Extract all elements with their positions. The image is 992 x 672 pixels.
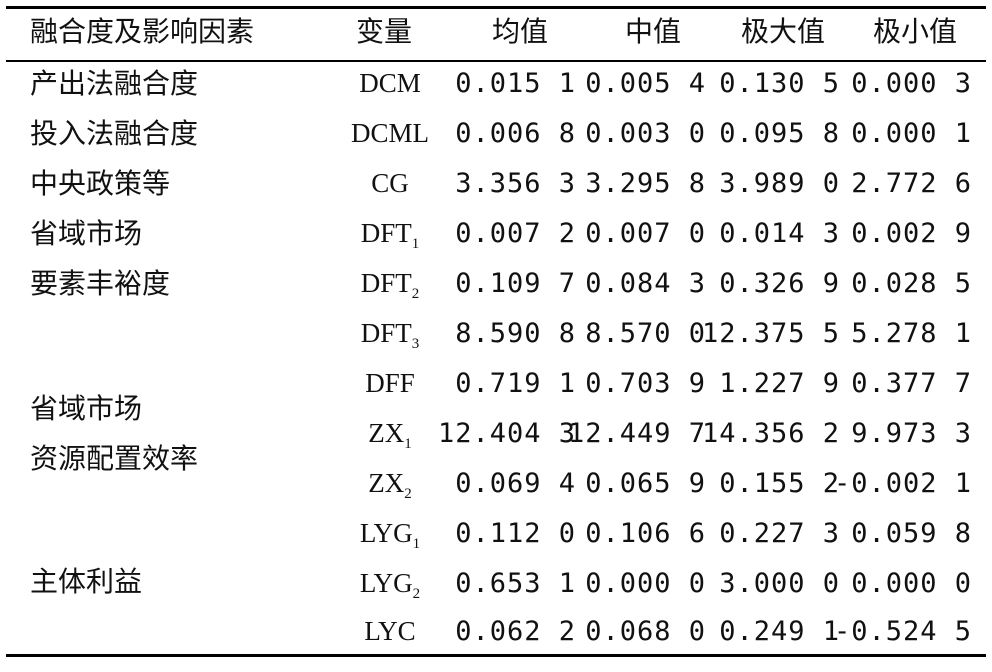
header-variable: 变量 — [356, 15, 413, 48]
variable-cell: ZX1 — [368, 418, 412, 452]
median-cell: 0.703 9 — [585, 368, 706, 399]
header-min: 极小值 — [873, 15, 958, 48]
factor-label: 省域市场 — [30, 217, 143, 250]
median-cell: 8.570 0 — [585, 318, 706, 349]
max-cell: 14.356 2 — [701, 418, 840, 449]
variable-cell: DCML — [350, 118, 429, 148]
min-cell: 0.059 8 — [851, 518, 972, 549]
min-cell: 0.002 9 — [851, 218, 972, 249]
min-cell: 5.278 1 — [851, 318, 972, 349]
max-cell: 12.375 5 — [701, 318, 840, 349]
mean-cell: 0.062 2 — [455, 616, 576, 647]
table-top-rule — [6, 6, 986, 9]
variable-cell: DFT1 — [360, 218, 420, 252]
min-cell: 0.028 5 — [851, 268, 972, 299]
median-cell: 12.449 7 — [567, 418, 706, 449]
header-max: 极大值 — [741, 15, 826, 48]
header-median: 中值 — [625, 15, 682, 48]
variable-cell: DFT3 — [360, 318, 420, 352]
max-cell: 0.227 3 — [719, 518, 840, 549]
median-cell: 0.065 9 — [585, 468, 706, 499]
factor-label: 要素丰裕度 — [30, 267, 171, 300]
table-bottom-rule — [6, 654, 986, 657]
factor-label: 资源配置效率 — [30, 442, 199, 475]
max-cell: 0.014 3 — [719, 218, 840, 249]
max-cell: 0.155 2 — [719, 468, 840, 499]
table-header-rule — [6, 60, 986, 62]
variable-cell: CG — [371, 168, 409, 198]
mean-cell: 3.356 3 — [455, 168, 576, 199]
mean-cell: 8.590 8 — [455, 318, 576, 349]
header-mean: 均值 — [492, 15, 549, 48]
min-cell: 0.377 7 — [851, 368, 972, 399]
max-cell: 3.989 0 — [719, 168, 840, 199]
max-cell: 0.249 1 — [719, 616, 840, 647]
median-cell: 0.003 0 — [585, 118, 706, 149]
max-cell: 3.000 0 — [719, 568, 840, 599]
median-cell: 0.000 0 — [585, 568, 706, 599]
median-cell: 0.005 4 — [585, 68, 706, 99]
mean-cell: 12.404 3 — [437, 418, 576, 449]
variable-cell: LYC — [364, 616, 416, 646]
mean-cell: 0.006 8 — [455, 118, 576, 149]
variable-cell: LYG2 — [359, 568, 421, 602]
variable-cell: ZX2 — [368, 468, 412, 502]
min-cell: -0.524 5 — [833, 616, 972, 647]
factor-label: 投入法融合度 — [30, 117, 199, 150]
factor-label: 主体利益 — [30, 565, 143, 598]
max-cell: 0.326 9 — [719, 268, 840, 299]
mean-cell: 0.069 4 — [455, 468, 576, 499]
max-cell: 1.227 9 — [719, 368, 840, 399]
mean-cell: 0.015 1 — [455, 68, 576, 99]
mean-cell: 0.719 1 — [455, 368, 576, 399]
variable-cell: DCM — [359, 68, 421, 98]
median-cell: 0.007 0 — [585, 218, 706, 249]
variable-cell: LYG1 — [359, 518, 421, 552]
min-cell: -0.002 1 — [833, 468, 972, 499]
min-cell: 0.000 0 — [851, 568, 972, 599]
median-cell: 0.068 0 — [585, 616, 706, 647]
factor-label: 产出法融合度 — [30, 67, 199, 100]
mean-cell: 0.109 7 — [455, 268, 576, 299]
min-cell: 0.000 1 — [851, 118, 972, 149]
factor-label: 中央政策等 — [30, 167, 171, 200]
max-cell: 0.130 5 — [719, 68, 840, 99]
factor-label: 省域市场 — [30, 392, 143, 425]
header-factor: 融合度及影响因素 — [30, 15, 255, 48]
max-cell: 0.095 8 — [719, 118, 840, 149]
min-cell: 2.772 6 — [851, 168, 972, 199]
mean-cell: 0.007 2 — [455, 218, 576, 249]
median-cell: 0.106 6 — [585, 518, 706, 549]
mean-cell: 0.653 1 — [455, 568, 576, 599]
variable-cell: DFT2 — [360, 268, 420, 302]
median-cell: 0.084 3 — [585, 268, 706, 299]
min-cell: 9.973 3 — [851, 418, 972, 449]
mean-cell: 0.112 0 — [455, 518, 576, 549]
min-cell: 0.000 3 — [851, 68, 972, 99]
variable-cell: DFF — [365, 368, 415, 398]
median-cell: 3.295 8 — [585, 168, 706, 199]
